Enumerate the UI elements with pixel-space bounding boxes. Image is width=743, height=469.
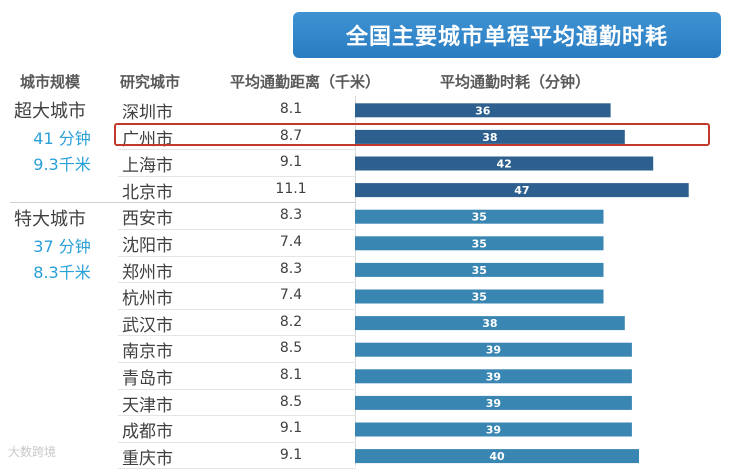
bar-value-label: 36 xyxy=(475,104,491,117)
commute-time-bar xyxy=(355,183,689,198)
distance-value: 8.1 xyxy=(279,101,303,117)
city-label: 南京市 xyxy=(122,342,173,363)
city-label: 深圳市 xyxy=(122,103,173,123)
row-divider xyxy=(118,229,356,230)
commute-time-bar xyxy=(355,156,654,171)
tier-separator xyxy=(10,202,356,204)
commute-time-bar xyxy=(355,289,604,304)
distance-value: 8.3 xyxy=(279,207,303,224)
bar-value-label: 39 xyxy=(486,397,501,410)
bar-value-label: 38 xyxy=(482,131,497,144)
distance-value: 9.1 xyxy=(279,446,303,463)
header-scale: 城市规模 xyxy=(20,73,81,91)
city-label: 天津市 xyxy=(122,395,173,416)
header-distance: 平均通勤距离（千米） xyxy=(230,73,381,91)
chart-title: 全国主要城市单程平均通勤时耗 xyxy=(293,12,721,58)
row-divider xyxy=(118,149,356,151)
row-divider xyxy=(118,308,356,310)
city-label: 西安市 xyxy=(122,209,173,230)
commute-time-bar xyxy=(355,395,632,410)
city-label: 杭州市 xyxy=(122,289,173,310)
commute-time-bar xyxy=(355,422,632,437)
bar-value-label: 42 xyxy=(496,158,511,171)
tier-name-super: 超大城市 xyxy=(14,101,86,122)
tier-avg-distance-super: 9.3千米 xyxy=(33,155,91,174)
city-label: 沈阳市 xyxy=(122,236,173,256)
highlight-box xyxy=(114,123,710,146)
row-divider xyxy=(118,255,356,257)
bar-value-label: 35 xyxy=(472,264,487,277)
row-divider xyxy=(118,362,356,363)
distance-value: 9.1 xyxy=(279,420,303,437)
distance-value: 8.5 xyxy=(279,393,303,410)
commute-time-bar xyxy=(355,449,639,464)
row-divider xyxy=(118,415,356,417)
row-divider xyxy=(118,282,356,284)
row-divider xyxy=(118,335,356,337)
bar-value-label: 39 xyxy=(486,344,501,357)
bar-value-label: 47 xyxy=(514,184,529,197)
distance-value: 8.7 xyxy=(279,127,303,144)
bar-value-label: 40 xyxy=(489,450,505,463)
distance-value: 8.5 xyxy=(279,340,303,357)
distance-value: 8.1 xyxy=(279,367,303,383)
commute-time-bar xyxy=(355,236,604,251)
tier-name-mega: 特大城市 xyxy=(14,209,86,230)
distance-value: 7.4 xyxy=(279,287,303,304)
row-divider xyxy=(118,175,356,177)
distance-value: 11.1 xyxy=(275,180,307,197)
commute-time-bar xyxy=(355,262,604,277)
header-city: 研究城市 xyxy=(120,73,181,91)
tier-avg-time-super: 41 分钟 xyxy=(33,129,91,148)
city-label: 武汉市 xyxy=(122,315,173,336)
header-time: 平均通勤时耗（分钟） xyxy=(440,73,591,91)
bar-value-label: 39 xyxy=(486,424,501,437)
row-divider xyxy=(118,441,356,443)
city-label: 成都市 xyxy=(122,422,173,443)
bar-value-label: 38 xyxy=(482,317,497,330)
distance-value: 8.2 xyxy=(279,313,303,330)
bar-axis-line xyxy=(355,96,356,466)
distance-value: 8.3 xyxy=(279,260,303,277)
commute-time-bar xyxy=(355,103,611,118)
bar-value-label: 35 xyxy=(472,237,487,250)
city-label: 青岛市 xyxy=(122,369,173,389)
city-label: 上海市 xyxy=(122,156,173,177)
bar-value-label: 35 xyxy=(472,291,487,304)
watermark-text: 大数跨境 xyxy=(8,445,57,459)
city-label: 重庆市 xyxy=(122,448,173,469)
distance-value: 7.4 xyxy=(279,234,303,250)
distance-value: 9.1 xyxy=(279,154,303,171)
commute-time-bar xyxy=(355,369,632,384)
city-label: 郑州市 xyxy=(122,262,173,283)
commute-time-bar xyxy=(355,209,604,224)
commute-time-bar xyxy=(355,316,625,331)
city-label: 北京市 xyxy=(122,182,173,203)
bar-value-label: 39 xyxy=(486,370,501,383)
tier-avg-time-mega: 37 分钟 xyxy=(33,237,91,256)
commute-time-bar xyxy=(355,129,625,144)
tier-avg-distance-mega: 8.3千米 xyxy=(33,263,91,282)
row-divider xyxy=(118,388,356,390)
commute-time-bar xyxy=(355,342,632,357)
bar-value-label: 35 xyxy=(472,211,487,224)
